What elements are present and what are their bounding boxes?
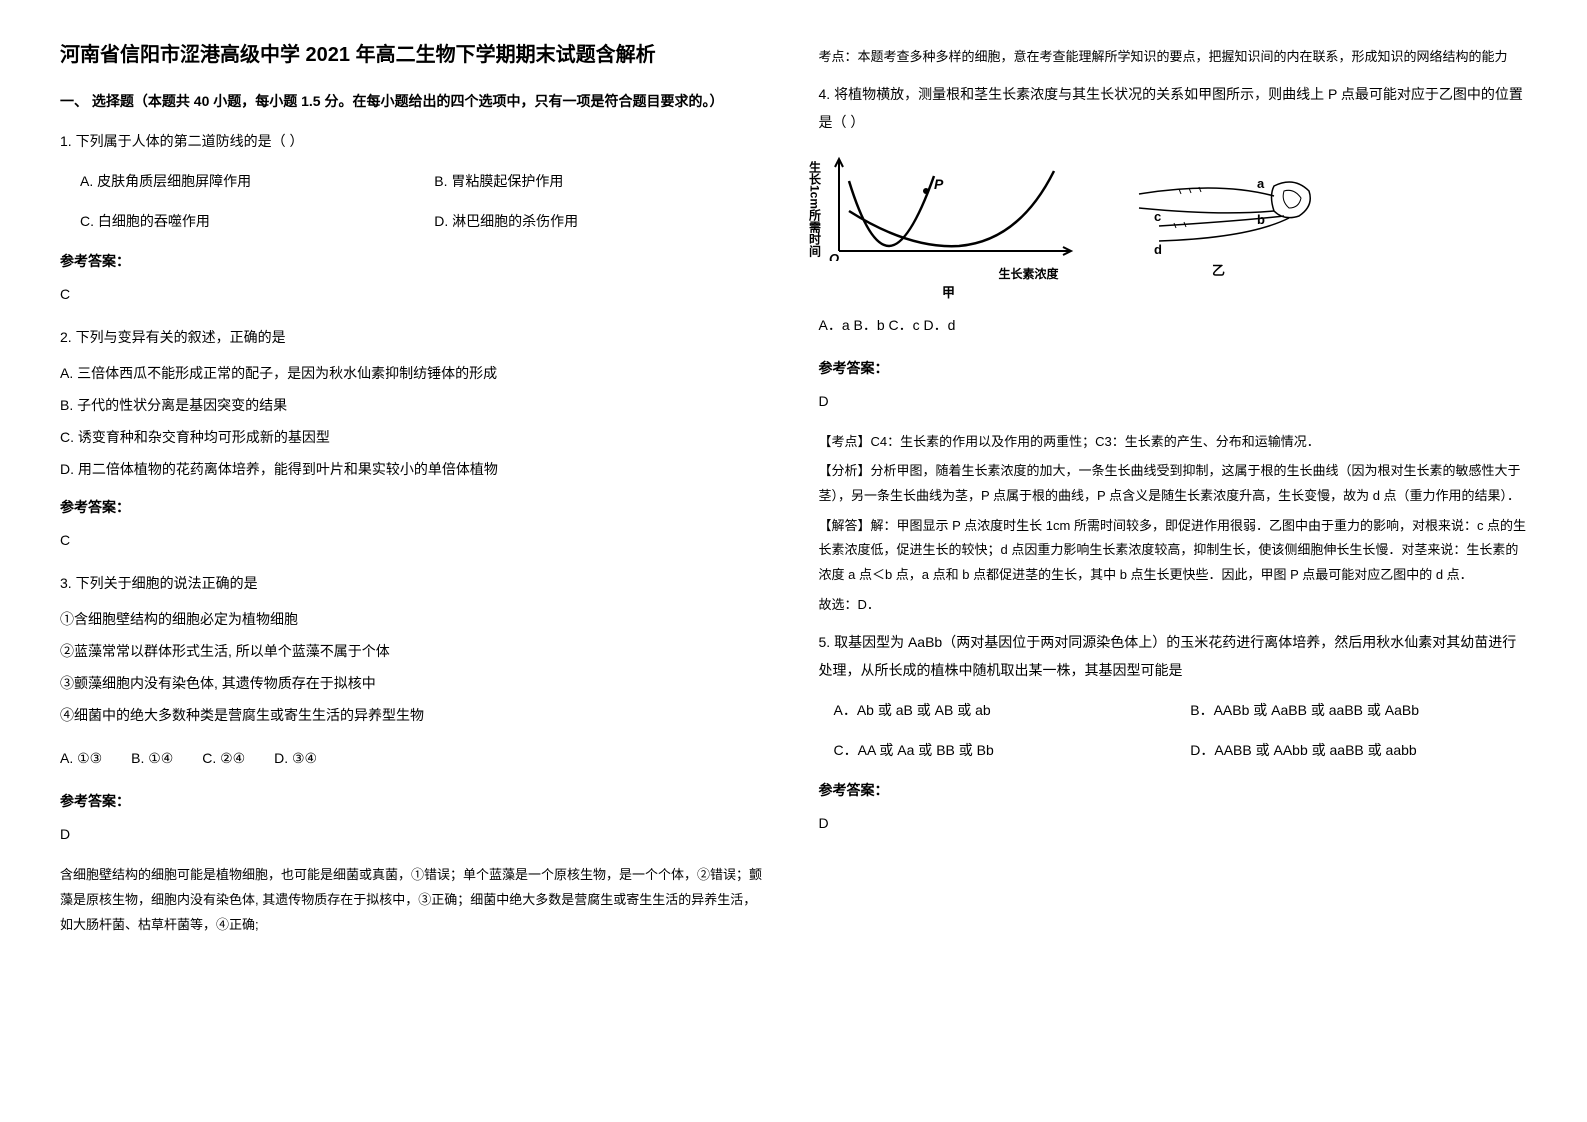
q3-opt-b: B. ①④ (131, 744, 173, 772)
q4-figures: 生长1cm所需时间 P O (819, 151, 1528, 281)
q3-options: A. ①③ B. ①④ C. ②④ D. ③④ (60, 744, 769, 772)
page-container: 河南省信阳市涩港高级中学 2021 年高二生物下学期期末试题含解析 一、 选择题… (60, 40, 1527, 947)
q2-text: 2. 下列与变异有关的叙述，正确的是 (60, 323, 769, 351)
q4-exp3: 【解答】解：甲图显示 P 点浓度时生长 1cm 所需时间较多，即促进作用很弱．乙… (819, 514, 1528, 588)
q3-answer: D (60, 820, 769, 848)
q3-opt-d: D. ③④ (274, 744, 317, 772)
q5-answer-label: 参考答案： (819, 776, 1528, 804)
q3-sub4: ④细菌中的绝大多数种类是营腐生或寄生生活的异养型生物 (60, 701, 769, 729)
chart-jia-xlabel: 生长素浓度 (998, 262, 1058, 286)
q1-opt-d: D. 淋巴细胞的杀伤作用 (414, 207, 768, 235)
chart-yi-svg: a b c d (1119, 166, 1319, 256)
q3-text: 3. 下列关于细胞的说法正确的是 (60, 569, 769, 597)
label-a: a (1257, 176, 1265, 191)
label-c: c (1154, 209, 1161, 224)
q1-opt-a: A. 皮肤角质层细胞屏障作用 (60, 167, 414, 195)
q4-answer-label: 参考答案： (819, 354, 1528, 382)
q4-options: A．a B．b C．c D．d (819, 311, 1528, 339)
q1-answer-label: 参考答案： (60, 247, 769, 275)
q2-answer: C (60, 526, 769, 554)
q3-opt-a: A. ①③ (60, 744, 102, 772)
question-4: 4. 将植物横放，测量根和茎生长素浓度与其生长状况的关系如甲图所示，则曲线上 P… (819, 80, 1528, 618)
q5-opt-d: D．AABB 或 AAbb 或 aaBB 或 aabb (1170, 736, 1527, 764)
question-2: 2. 下列与变异有关的叙述，正确的是 A. 三倍体西瓜不能形成正常的配子，是因为… (60, 323, 769, 554)
q4-exp1: 【考点】C4：生长素的作用以及作用的两重性；C3：生长素的产生、分布和运输情况． (819, 430, 1528, 455)
chart-jia-name: 甲 (942, 280, 955, 306)
q4-text: 4. 将植物横放，测量根和茎生长素浓度与其生长状况的关系如甲图所示，则曲线上 P… (819, 80, 1528, 136)
left-column: 河南省信阳市涩港高级中学 2021 年高二生物下学期期末试题含解析 一、 选择题… (60, 40, 769, 947)
chart-jia-ylabel: 生长1cm所需时间 (803, 161, 827, 257)
q4-exp4: 故选：D． (819, 593, 1528, 618)
q2-answer-label: 参考答案： (60, 493, 769, 521)
q5-text: 5. 取基因型为 AaBb（两对基因位于两对同源染色体上）的玉米花药进行离体培养… (819, 628, 1528, 684)
q3-sub1: ①含细胞壁结构的细胞必定为植物细胞 (60, 605, 769, 633)
question-5: 5. 取基因型为 AaBb（两对基因位于两对同源染色体上）的玉米花药进行离体培养… (819, 628, 1528, 837)
q3-sub3: ③颤藻细胞内没有染色体, 其遗传物质存在于拟核中 (60, 669, 769, 697)
label-d: d (1154, 242, 1162, 256)
q1-text: 1. 下列属于人体的第二道防线的是（ ） (60, 127, 769, 155)
q3-answer-label: 参考答案： (60, 787, 769, 815)
q2-opt-b: B. 子代的性状分离是基因突变的结果 (60, 391, 769, 419)
label-b: b (1257, 212, 1265, 227)
q4-answer: D (819, 387, 1528, 415)
q3-explanation: 含细胞壁结构的细胞可能是植物细胞，也可能是细菌或真菌，①错误；单个蓝藻是一个原核… (60, 863, 769, 937)
right-column: 考点：本题考查多种多样的细胞，意在考查能理解所学知识的要点，把握知识间的内在联系… (819, 40, 1528, 947)
q5-opt-c: C．AA 或 Aa 或 BB 或 Bb (819, 736, 1171, 764)
point-p-label: P (934, 176, 944, 192)
q2-opt-a: A. 三倍体西瓜不能形成正常的配子，是因为秋水仙素抑制纺锤体的形成 (60, 359, 769, 387)
section-header: 一、 选择题（本题共 40 小题，每小题 1.5 分。在每小题给出的四个选项中，… (60, 90, 769, 112)
q2-opt-c: C. 诱变育种和杂交育种均可形成新的基因型 (60, 423, 769, 451)
q4-exp2: 【分析】分析甲图，随着生长素浓度的加大，一条生长曲线受到抑制，这属于根的生长曲线… (819, 459, 1528, 508)
q1-answer: C (60, 280, 769, 308)
page-title: 河南省信阳市涩港高级中学 2021 年高二生物下学期期末试题含解析 (60, 40, 769, 70)
q1-opt-c: C. 白细胞的吞噬作用 (60, 207, 414, 235)
q1-options: A. 皮肤角质层细胞屏障作用 B. 胃粘膜起保护作用 C. 白细胞的吞噬作用 D… (60, 167, 769, 235)
q5-opt-b: B．AABb 或 AaBB 或 aaBB 或 AaBb (1170, 696, 1527, 724)
q2-opt-d: D. 用二倍体植物的花药离体培养，能得到叶片和果实较小的单倍体植物 (60, 455, 769, 483)
chart-yi: a b c d 乙 (1119, 166, 1319, 266)
chart-jia-svg: P O (819, 151, 1079, 261)
q3-opt-c: C. ②④ (202, 744, 245, 772)
q5-opt-a: A．Ab 或 aB 或 AB 或 ab (819, 696, 1171, 724)
q5-answer: D (819, 809, 1528, 837)
q3-sub2: ②蓝藻常常以群体形式生活, 所以单个蓝藻不属于个体 (60, 637, 769, 665)
q1-opt-b: B. 胃粘膜起保护作用 (414, 167, 768, 195)
q5-options: A．Ab 或 aB 或 AB 或 ab B．AABb 或 AaBB 或 aaBB… (819, 696, 1528, 764)
chart-jia: 生长1cm所需时间 P O (819, 151, 1079, 281)
question-3: 3. 下列关于细胞的说法正确的是 ①含细胞壁结构的细胞必定为植物细胞 ②蓝藻常常… (60, 569, 769, 937)
origin-label: O (829, 251, 839, 261)
chart-yi-name: 乙 (1212, 258, 1225, 284)
question-1: 1. 下列属于人体的第二道防线的是（ ） A. 皮肤角质层细胞屏障作用 B. 胃… (60, 127, 769, 308)
col2-top: 考点：本题考查多种多样的细胞，意在考查能理解所学知识的要点，把握知识间的内在联系… (819, 45, 1528, 70)
